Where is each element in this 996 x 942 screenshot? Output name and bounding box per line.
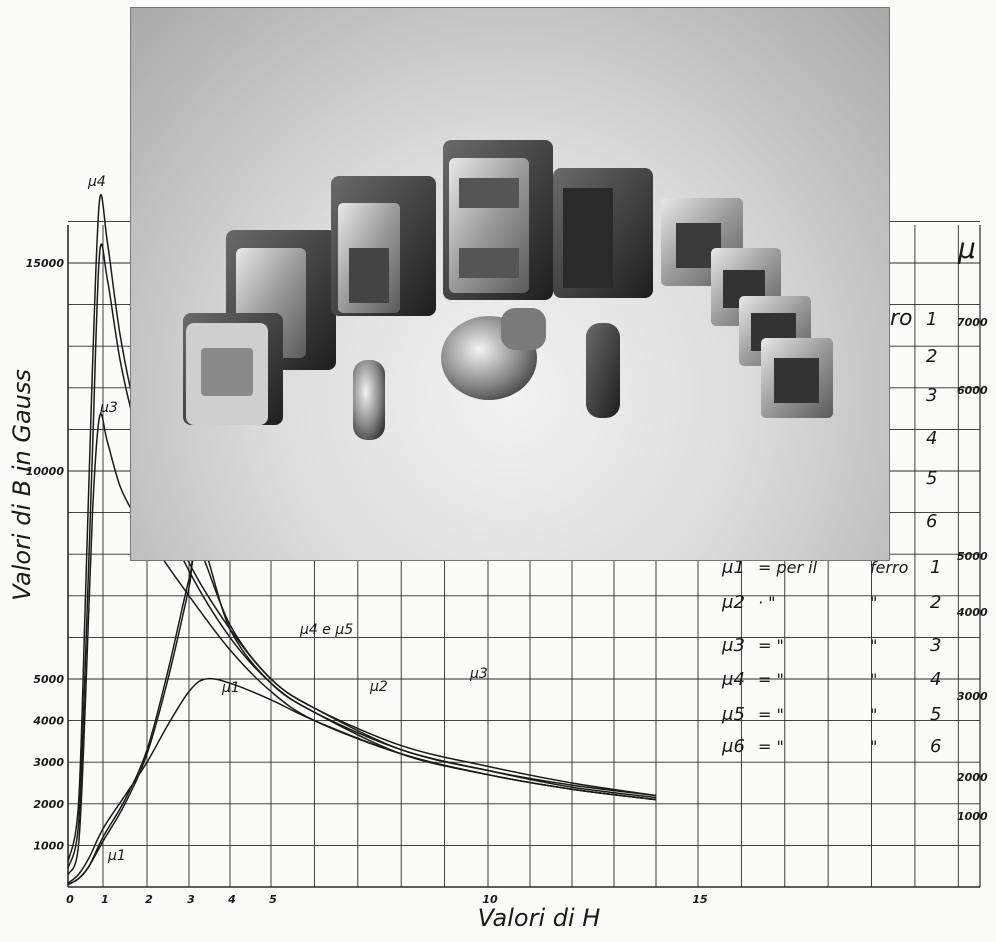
legend-mid: = "	[758, 670, 784, 689]
axes: 0 1 2 3 4 5 10 15100020003000400050001000015000…	[8, 232, 988, 932]
legend-mu: μ4	[721, 669, 745, 690]
legend-number: 1	[930, 557, 941, 578]
y-tick-label: 4000	[32, 715, 64, 728]
y-tick-label: 3000	[33, 756, 64, 769]
series-μ1	[67, 677, 657, 884]
legend-mu: μ5	[721, 704, 745, 725]
y-tick-label: 2000	[33, 798, 64, 811]
legend-row-upper: ro 1	[890, 306, 937, 331]
legend-row-upper: 3	[926, 385, 937, 406]
legend-number: 5	[930, 704, 941, 725]
legend-upper-number: 6	[926, 511, 937, 532]
legend-row: μ2 · " " 2	[721, 592, 941, 613]
vacuum-tube-small-right	[586, 323, 620, 418]
legend-row: μ1 = per il ferro 1	[721, 557, 941, 578]
x-tick-label: 5	[269, 893, 277, 906]
legend-word: "	[870, 737, 877, 756]
mu-tick-label: 4000	[956, 606, 988, 619]
legend-mu: μ3	[721, 635, 745, 656]
curve-label: μ3	[469, 666, 488, 682]
legend-row: μ6 = " " 6	[721, 736, 941, 757]
y-tick-label: 15000	[26, 257, 65, 270]
mu-tick-label: 6000	[957, 384, 988, 397]
transformer-2	[331, 176, 436, 316]
legend-upper-number: 3	[926, 385, 937, 406]
y-axis-label: Valori di B in Gauss	[8, 369, 36, 601]
vacuum-tube-small-left	[353, 360, 385, 440]
legend-number: 6	[930, 736, 941, 757]
legend-row: μ5 = " " 5	[721, 704, 941, 725]
legend-mid: = "	[758, 705, 784, 724]
legend-number: 4	[930, 669, 941, 690]
x-tick-label: 3	[187, 893, 195, 906]
transformer-4	[553, 168, 653, 298]
curve-label: μ4 e μ5	[299, 622, 353, 638]
mu-tick-label: 7000	[957, 316, 988, 329]
photo-image	[183, 140, 833, 440]
transformer-small-4	[761, 338, 833, 418]
legend: μ1 = per il ferro 1 μ2 · " " 2 μ3 = " " 3 μ4 = " " 4 μ5 =…	[721, 306, 941, 757]
legend-upper-number: 5	[926, 468, 937, 489]
y-tick-label: 1000	[33, 839, 64, 852]
x-tick-label: 4	[227, 893, 236, 906]
legend-word: ferro	[870, 558, 909, 577]
legend-mu: μ1	[721, 557, 745, 578]
legend-row: μ4 = " " 4	[721, 669, 941, 690]
series-μ3	[67, 539, 657, 886]
legend-mid: = per il	[758, 558, 818, 577]
mu-axis-label: μ	[957, 232, 976, 265]
mu-tick-label: 5000	[957, 550, 988, 563]
legend-row-upper: 4	[926, 428, 937, 449]
legend-row-upper: 2	[926, 346, 937, 367]
mu-tick-label: 2000	[957, 771, 988, 784]
legend-row: μ3 = " " 3	[721, 635, 941, 656]
legend-mu: μ6	[721, 736, 745, 757]
legend-number: 3	[930, 635, 941, 656]
curve-label: μ2	[369, 679, 388, 695]
vacuum-tube-large	[441, 308, 546, 400]
mu-tick-label: 1000	[957, 810, 988, 823]
x-tick-label: 15	[692, 893, 708, 906]
legend-row-upper: 5	[926, 468, 937, 489]
x-tick-label: 2	[145, 893, 153, 906]
curve-label: μ4	[87, 174, 106, 190]
transformer-3	[443, 140, 553, 300]
x-tick-label: 10	[482, 893, 498, 906]
legend-mid: = "	[758, 636, 784, 655]
legend-upper-text: ro	[890, 306, 913, 331]
x-axis-label: Valori di H	[478, 904, 601, 932]
legend-mu: μ2	[721, 592, 745, 613]
legend-mid: · "	[758, 593, 776, 612]
legend-mid: = "	[758, 737, 784, 756]
mu-tick-label: 3000	[957, 690, 988, 703]
transformer-front	[183, 313, 283, 425]
y-tick-label: 10000	[26, 465, 65, 478]
x-tick-label: 1	[101, 893, 109, 906]
legend-upper-number: 4	[926, 428, 937, 449]
legend-number: 2	[930, 592, 941, 613]
labels: μ1 μ2 μ3 μ4 e μ5 μ4 μ3 μ1	[87, 174, 488, 864]
x-tick-label: 0	[66, 893, 74, 906]
legend-word: "	[870, 593, 877, 612]
legend-word: "	[870, 670, 877, 689]
legend-upper-number: 1	[926, 309, 937, 330]
y-tick-label: 5000	[33, 673, 64, 686]
legend-word: "	[870, 705, 877, 724]
legend-upper-number: 2	[926, 346, 937, 367]
curve-label: μ1	[221, 680, 240, 696]
curve-label: μ3	[99, 400, 118, 416]
curve-label: μ1	[107, 848, 126, 864]
legend-word: "	[870, 636, 877, 655]
product-photo	[131, 8, 889, 560]
legend-row-upper: 6	[926, 511, 937, 532]
